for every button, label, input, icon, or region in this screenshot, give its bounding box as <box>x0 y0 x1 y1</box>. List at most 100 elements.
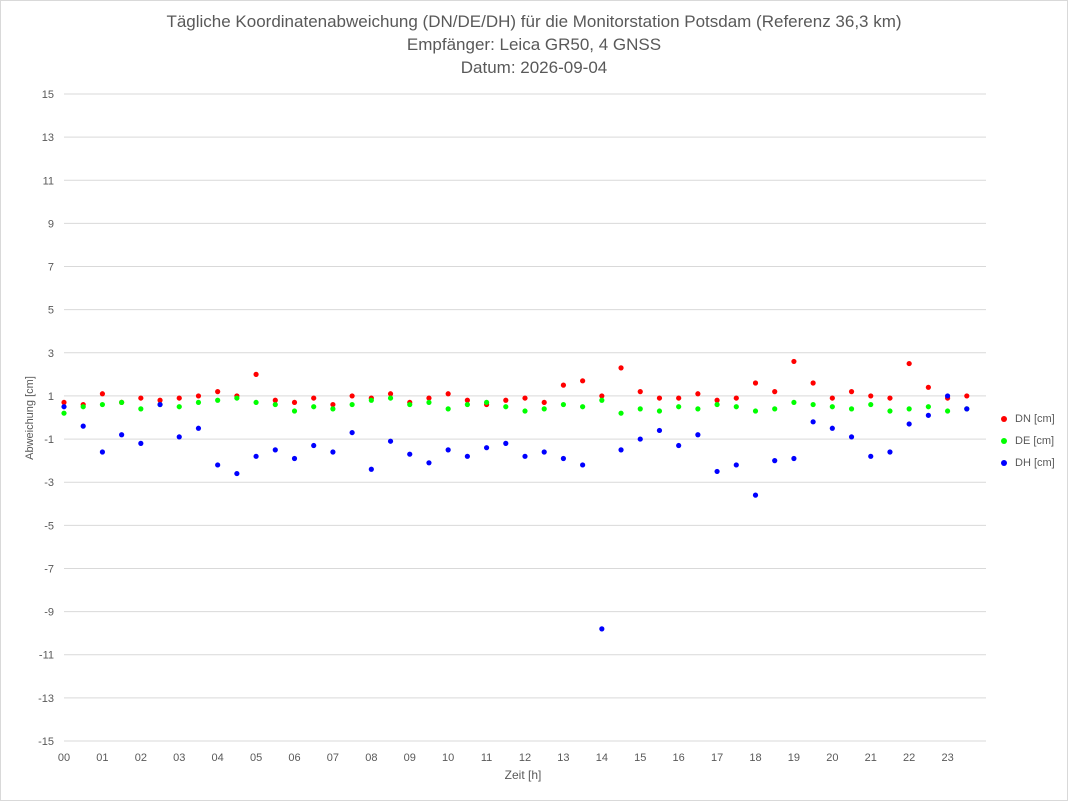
data-point-dn <box>464 397 470 403</box>
data-point-dh <box>599 626 605 632</box>
x-axis-title: Zeit [h] <box>504 768 542 782</box>
y-tick-label: -9 <box>44 607 54 619</box>
data-point-de <box>944 408 951 414</box>
x-tick-label: 07 <box>327 752 339 764</box>
data-point-de <box>580 404 586 410</box>
x-tick-label: 06 <box>288 752 300 764</box>
data-point-dh <box>752 492 759 498</box>
data-point-de <box>80 404 86 410</box>
data-point-de <box>887 408 893 414</box>
data-point-dh <box>176 434 182 440</box>
x-tick-label: 23 <box>941 752 953 764</box>
data-point-dn <box>253 371 259 377</box>
data-point-dn <box>752 380 759 386</box>
data-point-de <box>772 406 778 412</box>
y-tick-label: -7 <box>44 563 54 575</box>
data-point-dh <box>215 462 221 468</box>
data-point-dn <box>349 393 355 399</box>
data-point-de <box>676 404 682 410</box>
x-tick-label: 17 <box>711 752 723 764</box>
data-point-de <box>752 408 759 414</box>
legend-item-dn: DN [cm] <box>1001 408 1055 430</box>
data-point-dh <box>311 442 317 449</box>
legend-label-dh: DH [cm] <box>1015 457 1055 469</box>
data-point-dn <box>195 393 202 399</box>
data-point-de <box>119 399 125 406</box>
legend-item-dh: DH [cm] <box>1001 452 1055 474</box>
data-point-dn <box>829 395 835 401</box>
legend-label-dn: DN [cm] <box>1015 413 1055 425</box>
data-point-dh <box>541 449 547 455</box>
y-tick-label: 13 <box>42 132 54 144</box>
data-point-dh <box>483 445 490 451</box>
data-point-dh <box>407 451 413 457</box>
data-point-de <box>387 395 394 401</box>
data-point-de <box>848 406 855 412</box>
chart-title-line-3: Datum: 2026-09-04 <box>460 58 608 77</box>
data-point-dh <box>195 425 202 431</box>
y-tick-label: 15 <box>42 89 54 101</box>
x-tick-label: 13 <box>557 752 569 764</box>
data-point-de <box>195 399 202 406</box>
data-point-dh <box>618 447 624 453</box>
data-point-de <box>829 404 835 410</box>
data-point-dn <box>330 401 336 408</box>
chart-title-line-2: Empfänger: Leica GR50, 4 GNSS <box>406 35 662 54</box>
x-tick-label: 19 <box>788 752 800 764</box>
data-point-de <box>599 397 605 403</box>
legend-label-de: DE [cm] <box>1015 435 1055 447</box>
data-point-de <box>733 404 739 410</box>
data-point-dh <box>848 434 855 440</box>
data-point-dn <box>311 395 317 401</box>
data-point-dn <box>676 395 682 401</box>
data-point-dn <box>522 395 528 401</box>
y-tick-label: -5 <box>44 520 54 532</box>
data-point-dn <box>714 397 720 403</box>
data-point-de <box>349 401 355 408</box>
data-point-dh <box>157 401 163 408</box>
data-point-de <box>541 406 547 412</box>
data-point-dn <box>580 378 586 384</box>
data-point-dh <box>656 427 663 434</box>
data-point-dn <box>157 397 163 403</box>
data-point-dh <box>637 436 643 442</box>
data-point-dh <box>810 419 816 425</box>
data-point-dh <box>349 429 355 436</box>
data-point-dh <box>695 432 701 438</box>
data-point-de <box>637 406 643 412</box>
x-tick-label: 08 <box>365 752 377 764</box>
data-point-de <box>445 406 451 412</box>
x-tick-label: 18 <box>749 752 761 764</box>
data-point-de <box>311 404 317 410</box>
data-point-dh <box>925 412 931 418</box>
data-point-dn <box>848 389 855 395</box>
data-point-dn <box>176 395 182 401</box>
data-point-de <box>291 408 298 414</box>
y-tick-label: 9 <box>48 218 54 230</box>
data-point-dh <box>964 406 970 412</box>
data-point-dn <box>733 395 739 401</box>
data-point-de <box>560 401 567 408</box>
x-tick-label: 10 <box>442 752 454 764</box>
data-point-dh <box>906 421 912 427</box>
data-point-dh <box>138 440 144 446</box>
data-point-dh <box>772 458 778 464</box>
x-tick-label: 15 <box>634 752 646 764</box>
data-point-de <box>138 406 144 412</box>
data-point-dh <box>464 453 470 459</box>
y-tick-label: -15 <box>38 736 54 748</box>
data-point-dh <box>368 466 374 472</box>
data-point-dh <box>791 455 797 462</box>
x-tick-label: 02 <box>135 752 147 764</box>
data-point-dn <box>599 393 605 399</box>
y-tick-label: 7 <box>48 262 54 274</box>
data-point-de <box>483 399 490 406</box>
data-point-dn <box>426 395 432 401</box>
data-point-dn <box>560 382 567 388</box>
data-point-de <box>503 404 509 410</box>
y-tick-label: -11 <box>39 650 54 662</box>
data-point-dh <box>330 449 336 455</box>
data-point-dh <box>560 455 567 462</box>
data-point-dn <box>618 365 624 371</box>
